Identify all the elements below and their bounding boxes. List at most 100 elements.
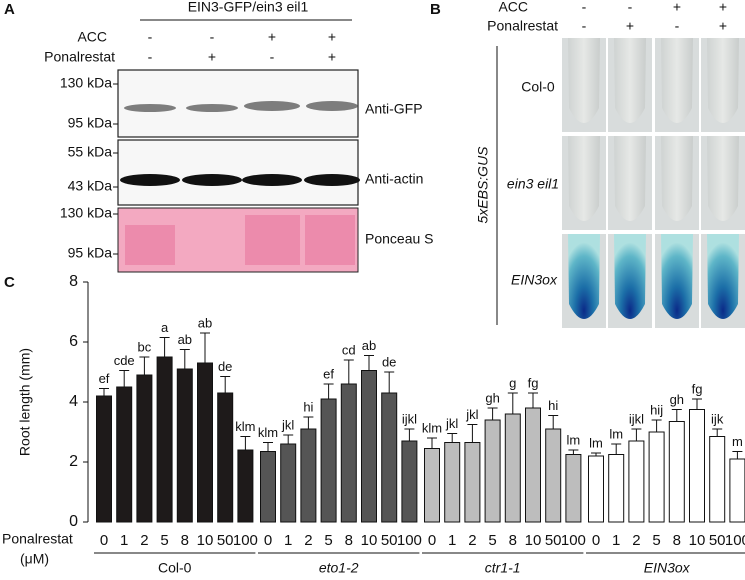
bar [709,436,726,523]
x-tick-label: 0 [100,532,108,549]
acc-sign: - [210,29,215,45]
bar [116,386,133,523]
root [707,234,739,319]
root [661,136,693,221]
significance-letter: klm [258,425,278,440]
y-tick-label: 8 [69,273,78,290]
x-tick-label: 50 [545,532,562,549]
bar [237,449,254,523]
bands [125,215,355,265]
significance-letter: gh [485,390,499,405]
x-tick-label: 50 [217,532,234,549]
blot-label: Ponceau S [365,231,434,247]
bar [628,440,645,523]
x-tick-label: 2 [468,532,476,549]
acc-sign: + [268,29,276,45]
bar [96,395,112,523]
root [614,38,646,123]
significance-letter: cde [114,353,135,368]
bar [197,362,213,523]
row-label: ein3 eil1 [507,176,559,192]
bar [504,413,521,523]
group-label: EIN3ox [644,560,691,576]
panel-c: C Root length (mm) 0 2 4 6 8 Ponalrestat (μM) ef 0… [2,273,745,576]
x-tick-label: 0 [592,532,600,549]
x-tick-label: 10 [525,532,542,549]
bar [729,458,745,523]
y-tick-label: 4 [69,393,78,410]
x-tick-label: 50 [709,532,726,549]
bar [444,442,461,523]
x-tick-label: 5 [324,532,332,549]
panel-b: B ACC Ponalrestat 5xEBS:GUS Col-0 ein3 e… [430,0,745,328]
x-tick-label: 0 [428,532,436,549]
acc-sign: + [328,29,336,45]
bar [320,398,337,523]
x-tick-label: 100 [725,532,745,549]
x-tick-label: 100 [397,532,422,549]
bands [124,101,358,112]
x-axis-label: Ponalrestat [2,531,73,547]
x-tick-label: 0 [264,532,272,549]
root [661,38,693,123]
root [568,38,600,123]
panel-label: B [430,1,441,18]
significance-letter: hi [303,399,313,414]
marker-label: 95 kDa [68,115,113,131]
significance-letter: ef [99,371,110,386]
bar [525,407,541,523]
significance-letter: m [732,434,743,449]
x-tick-label: 100 [233,532,258,549]
bar [176,368,193,523]
group-label: ctr1-1 [485,560,521,576]
x-tick-label: 50 [381,532,398,549]
x-tick-label: 8 [181,532,189,549]
significance-letter: jkl [281,417,294,432]
significance-letter: de [382,354,396,369]
bar [689,409,705,523]
blot-header: EIN3-GFP/ein3 eil1 [188,0,309,15]
y-axis-label: Root length (mm) [17,348,33,456]
blot [117,139,359,206]
x-tick-label: 10 [361,532,378,549]
x-tick-label: 8 [345,532,353,549]
ponalrestat-sign: + [626,18,634,34]
significance-letter: jkl [465,407,478,422]
marker-label: 95 kDa [68,245,113,261]
bar [464,442,481,523]
x-tick-label: 1 [612,532,620,549]
ponalrestat-label: Ponalrestat [487,18,558,34]
group-label: Col-0 [158,560,192,576]
ponalrestat-sign: - [270,49,275,65]
significance-letter: ijk [711,411,724,426]
significance-letter: ab [198,315,212,330]
significance-letter: jkl [445,416,458,431]
ponalrestat-sign: - [148,49,153,65]
significance-letter: lm [589,435,603,450]
bar [588,455,604,523]
acc-sign: + [673,0,681,15]
x-tick-label: 1 [120,532,128,549]
significance-letter: klm [422,420,442,435]
panel-a: A EIN3-GFP/ein3 eil1 ACC Ponalrestat [4,0,360,273]
panel-label: A [4,1,15,18]
significance-letter: lm [567,432,581,447]
x-tick-label: 8 [673,532,681,549]
bar [401,440,418,523]
marker-label: 130 kDa [60,75,112,91]
panel-label: C [4,274,15,291]
bar [648,431,665,523]
x-tick-label: 1 [448,532,456,549]
x-tick-label: 10 [197,532,214,549]
root [614,234,646,319]
acc-sign: - [628,0,633,15]
significance-letter: ab [178,332,192,347]
significance-letter: a [161,320,169,335]
acc-sign: + [719,0,727,15]
x-tick-label: 1 [284,532,292,549]
marker-label: 43 kDa [68,178,113,194]
significance-letter: g [509,375,516,390]
acc-label: ACC [498,0,528,15]
x-tick-label: 100 [561,532,586,549]
bar [300,428,317,523]
